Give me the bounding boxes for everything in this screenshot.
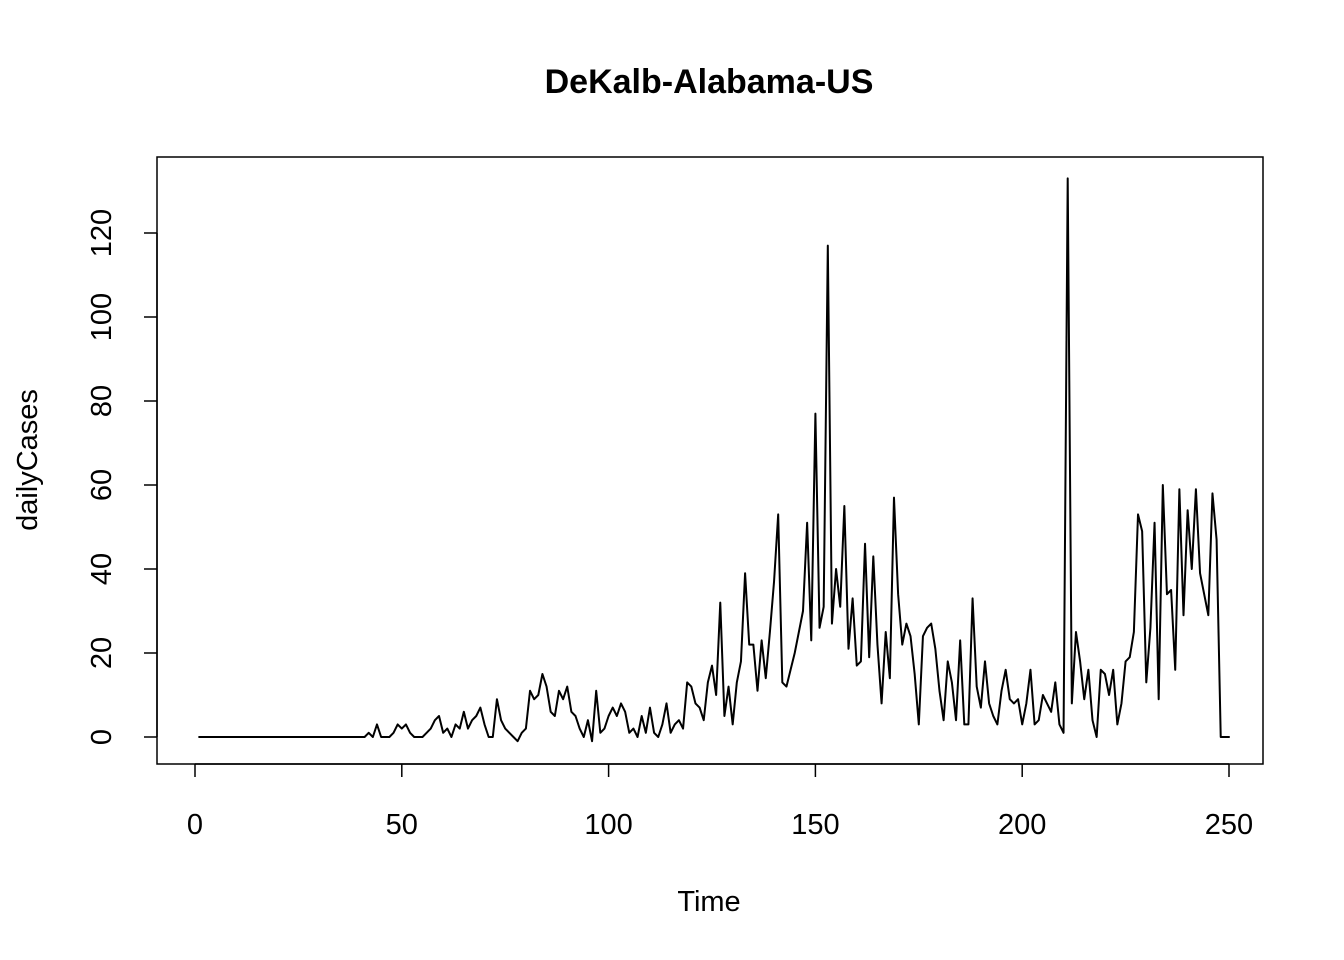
y-tick-label: 20 <box>86 637 118 669</box>
x-tick-label: 250 <box>1205 809 1253 841</box>
y-tick-label: 80 <box>86 385 118 417</box>
y-tick-label: 0 <box>86 729 118 745</box>
x-tick-label: 50 <box>386 809 418 841</box>
chart-title: DeKalb-Alabama-US <box>545 63 874 101</box>
y-tick-label: 40 <box>86 553 118 585</box>
y-tick-label: 120 <box>86 209 118 257</box>
y-axis: 0 20 40 60 80 100 120 <box>86 209 158 745</box>
series-line-dailycases <box>198 177 1230 743</box>
y-tick-label: 60 <box>86 469 118 501</box>
y-tick-label: 100 <box>86 293 118 341</box>
y-axis-label: dailyCases <box>12 389 44 531</box>
x-tick-label: 0 <box>187 809 203 841</box>
x-tick-label: 200 <box>998 809 1046 841</box>
x-tick-label: 150 <box>791 809 839 841</box>
x-tick-label: 100 <box>584 809 632 841</box>
x-axis: 0 50 100 150 200 250 <box>187 763 1253 841</box>
x-axis-label: Time <box>677 886 740 918</box>
